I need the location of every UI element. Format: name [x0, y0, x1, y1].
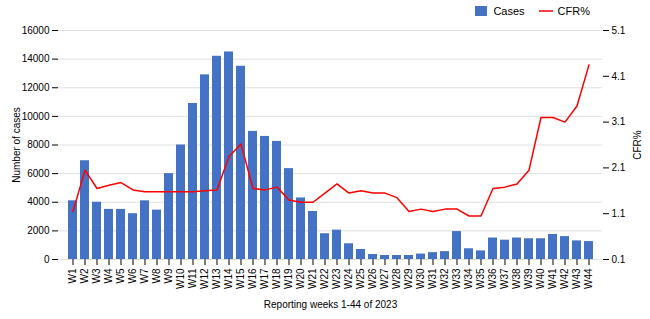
svg-text:W43: W43 [571, 268, 582, 289]
svg-text:W32: W32 [439, 268, 450, 289]
svg-text:W17: W17 [259, 268, 270, 289]
svg-text:W11: W11 [187, 268, 198, 288]
svg-text:W14: W14 [223, 268, 234, 289]
svg-text:4000: 4000 [27, 196, 50, 207]
svg-text:Number of cases: Number of cases [11, 107, 22, 183]
svg-text:W7: W7 [139, 268, 150, 283]
svg-text:0: 0 [44, 254, 50, 265]
svg-text:W29: W29 [403, 268, 414, 289]
svg-text:16000: 16000 [22, 25, 50, 36]
svg-text:W25: W25 [355, 268, 366, 289]
svg-text:W39: W39 [523, 268, 534, 289]
svg-text:10000: 10000 [22, 111, 50, 122]
svg-text:1.1: 1.1 [612, 208, 626, 219]
svg-text:14000: 14000 [22, 53, 50, 64]
svg-text:12000: 12000 [22, 82, 50, 93]
svg-text:W35: W35 [475, 268, 486, 289]
svg-text:W42: W42 [559, 268, 570, 289]
svg-text:W36: W36 [487, 268, 498, 289]
svg-text:W15: W15 [235, 268, 246, 289]
svg-text:W20: W20 [295, 268, 306, 289]
svg-text:4.1: 4.1 [612, 71, 626, 82]
svg-text:W34: W34 [463, 268, 474, 289]
svg-text:W19: W19 [283, 268, 294, 289]
svg-text:5.1: 5.1 [612, 25, 626, 36]
svg-text:W40: W40 [535, 268, 546, 289]
svg-text:6000: 6000 [27, 168, 50, 179]
svg-text:W6: W6 [127, 268, 138, 283]
svg-text:W9: W9 [163, 268, 174, 283]
html-text:CFR%: CFR% [557, 5, 590, 17]
svg-text:W4: W4 [103, 268, 114, 283]
svg-text:W44: W44 [583, 268, 594, 289]
svg-text:W16: W16 [247, 268, 258, 289]
svg-text:W22: W22 [319, 268, 330, 289]
svg-text:W28: W28 [391, 268, 402, 289]
svg-text:W1: W1 [67, 268, 78, 283]
svg-text:W3: W3 [91, 268, 102, 283]
svg-text:W21: W21 [307, 268, 318, 289]
svg-text:W37: W37 [499, 268, 510, 289]
svg-text:W27: W27 [379, 268, 390, 289]
svg-text:CFR%: CFR% [632, 130, 643, 160]
svg-text:W2: W2 [79, 268, 90, 283]
svg-text:2.1: 2.1 [612, 162, 626, 173]
svg-text:W38: W38 [511, 268, 522, 289]
svg-text:W5: W5 [115, 268, 126, 283]
svg-text:W26: W26 [367, 268, 378, 289]
svg-text:3.1: 3.1 [612, 116, 626, 127]
svg-text:0.1: 0.1 [612, 254, 626, 265]
svg-text:W24: W24 [343, 268, 354, 289]
svg-text:W31: W31 [427, 268, 438, 289]
svg-text:W23: W23 [331, 268, 342, 289]
svg-text:Reporting weeks 1-44 of 2023: Reporting weeks 1-44 of 2023 [264, 299, 398, 310]
svg-text:W41: W41 [547, 268, 558, 289]
svg-text:W8: W8 [151, 268, 162, 283]
svg-text:2000: 2000 [27, 225, 50, 236]
svg-text:W12: W12 [199, 268, 210, 289]
svg-text:8000: 8000 [27, 139, 50, 150]
svg-text:W33: W33 [451, 268, 462, 289]
svg-text:W13: W13 [211, 268, 222, 289]
svg-text:W10: W10 [175, 268, 186, 289]
html-text:Cases: Cases [493, 5, 525, 17]
svg-text:W30: W30 [415, 268, 426, 289]
svg-text:W18: W18 [271, 268, 282, 289]
